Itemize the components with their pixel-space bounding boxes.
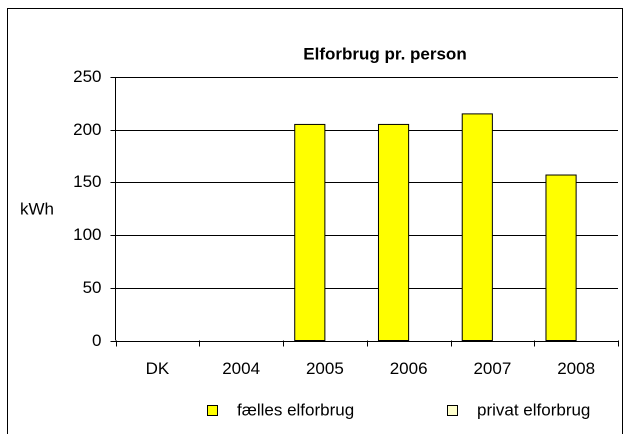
chart-border [7,8,623,434]
y-tick-label: 50 [83,278,102,297]
y-tick-label: 150 [73,172,101,191]
legend-label: fælles elforbrug [237,400,354,419]
x-tick-label: 2006 [390,359,428,378]
y-tick-label: 100 [73,225,101,244]
x-tick-label: 2005 [306,359,344,378]
x-tick-label: 2004 [222,359,260,378]
x-tick-label: DK [146,359,170,378]
bar [461,113,493,341]
x-tick-label: 2008 [557,359,595,378]
bar [294,123,326,342]
legend-swatch [447,405,458,416]
y-tick-label: 0 [92,331,101,350]
legend-label: privat elforbrug [477,400,590,419]
x-tick-label: 2007 [473,359,511,378]
y-axis-label: kWh [20,199,54,218]
bar [377,123,410,342]
y-tick-label: 200 [73,120,101,139]
y-tick-label: 250 [73,67,101,86]
chart-title: Elforbrug pr. person [303,44,466,63]
legend-swatch [207,405,218,416]
bar [545,174,577,341]
